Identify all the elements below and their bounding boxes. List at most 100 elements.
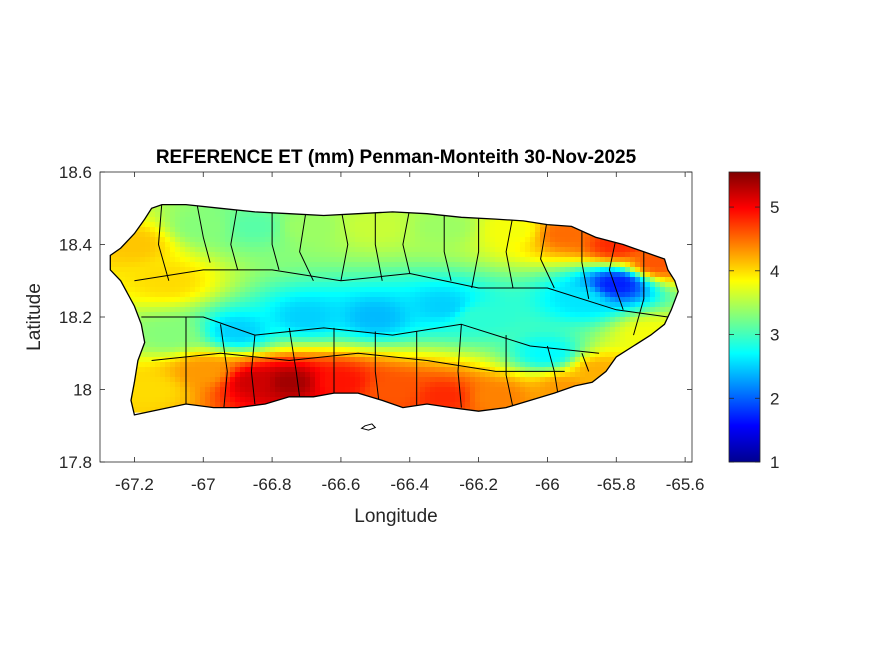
et-cell xyxy=(210,317,216,323)
et-cell xyxy=(225,312,231,318)
et-cell xyxy=(345,247,351,253)
et-cell xyxy=(575,317,581,323)
et-cell xyxy=(460,312,466,318)
et-cell xyxy=(660,307,666,313)
et-cell xyxy=(510,242,516,248)
et-cell xyxy=(405,277,411,283)
et-cell xyxy=(195,402,201,408)
et-cell xyxy=(580,257,586,263)
et-cell xyxy=(475,347,481,353)
et-cell xyxy=(455,347,461,353)
et-cell xyxy=(320,282,326,288)
et-cell xyxy=(325,322,331,328)
et-cell xyxy=(130,252,136,258)
et-cell xyxy=(145,302,151,308)
et-cell xyxy=(265,317,271,323)
et-cell xyxy=(580,372,586,378)
et-cell xyxy=(375,277,381,283)
et-cell xyxy=(255,292,261,298)
et-cell xyxy=(460,362,466,368)
et-cell xyxy=(400,282,406,288)
et-cell xyxy=(255,237,261,243)
et-cell xyxy=(595,282,601,288)
et-cell xyxy=(490,287,496,293)
et-cell xyxy=(200,247,206,253)
et-cell xyxy=(240,242,246,248)
et-cell xyxy=(600,237,606,243)
et-cell xyxy=(320,287,326,293)
et-cell xyxy=(595,362,601,368)
et-cell xyxy=(225,317,231,323)
et-cell xyxy=(590,377,596,383)
et-cell xyxy=(150,332,156,338)
et-cell xyxy=(235,327,241,333)
et-cell xyxy=(175,307,181,313)
et-cell xyxy=(475,362,481,368)
et-cell xyxy=(350,307,356,313)
et-cell xyxy=(465,347,471,353)
et-cell xyxy=(210,392,216,398)
et-cell xyxy=(155,367,161,373)
et-cell xyxy=(305,337,311,343)
et-cell xyxy=(550,317,556,323)
et-cell xyxy=(280,247,286,253)
et-cell xyxy=(660,297,666,303)
et-cell xyxy=(430,327,436,333)
et-cell xyxy=(375,312,381,318)
et-cell xyxy=(160,392,166,398)
et-cell xyxy=(155,232,161,238)
et-cell xyxy=(235,322,241,328)
et-cell xyxy=(560,377,566,383)
et-cell xyxy=(450,377,456,383)
et-cell xyxy=(235,262,241,268)
et-cell xyxy=(245,332,251,338)
et-cell xyxy=(470,382,476,388)
et-cell xyxy=(395,277,401,283)
et-cell xyxy=(470,402,476,408)
et-cell xyxy=(570,377,576,383)
et-cell xyxy=(205,397,211,403)
et-cell xyxy=(175,392,181,398)
et-cell xyxy=(635,277,641,283)
et-cell xyxy=(505,397,511,403)
et-cell xyxy=(460,397,466,403)
et-cell xyxy=(300,377,306,383)
et-cell xyxy=(240,342,246,348)
et-cell xyxy=(650,317,656,323)
et-cell xyxy=(235,392,241,398)
et-cell xyxy=(360,252,366,258)
et-cell xyxy=(595,317,601,323)
et-cell xyxy=(545,287,551,293)
et-cell xyxy=(315,272,321,278)
et-cell xyxy=(320,237,326,243)
et-cell xyxy=(635,302,641,308)
et-cell xyxy=(560,312,566,318)
et-cell xyxy=(210,377,216,383)
et-cell xyxy=(365,287,371,293)
et-cell xyxy=(425,337,431,343)
et-cell xyxy=(630,272,636,278)
et-cell xyxy=(555,267,561,273)
et-cell xyxy=(330,322,336,328)
et-cell xyxy=(165,232,171,238)
et-cell xyxy=(325,292,331,298)
et-cell xyxy=(310,262,316,268)
et-cell xyxy=(505,347,511,353)
et-cell xyxy=(270,367,276,373)
et-cell xyxy=(425,352,431,358)
et-cell xyxy=(300,262,306,268)
et-cell xyxy=(460,222,466,228)
et-cell xyxy=(305,367,311,373)
et-cell xyxy=(340,302,346,308)
et-cell xyxy=(605,342,611,348)
et-cell xyxy=(605,272,611,278)
et-cell xyxy=(265,352,271,358)
et-cell xyxy=(370,362,376,368)
et-cell xyxy=(530,332,536,338)
et-cell xyxy=(595,247,601,253)
et-cell xyxy=(655,267,661,273)
et-cell xyxy=(535,372,541,378)
et-cell xyxy=(415,222,421,228)
et-cell xyxy=(590,357,596,363)
et-cell xyxy=(315,277,321,283)
